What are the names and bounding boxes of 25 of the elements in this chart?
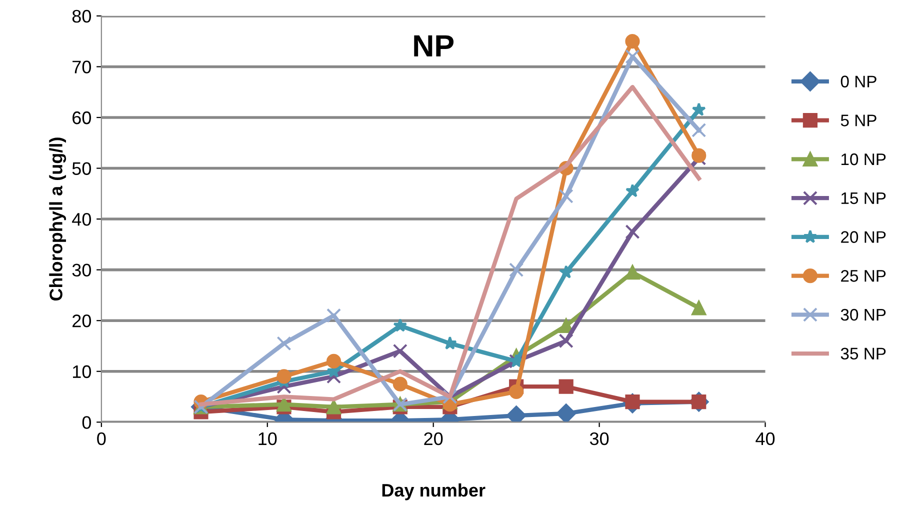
x-tick-label: 20 [424,432,443,446]
y-axis-title: Chlorophyll a (ug/l) [49,138,66,301]
legend-label: 15 NP [841,192,886,204]
y-tick-label: 80 [72,10,91,23]
y-tick-label: 30 [72,264,91,277]
y-tick-label: 50 [72,162,91,175]
x-tick-label: 40 [756,432,775,446]
legend-label: 25 NP [841,270,886,282]
legend-label: 35 NP [840,348,886,360]
y-tick-label: 60 [72,111,91,124]
y-tick-label: 20 [72,314,91,328]
legend-label: 30 NP [840,308,886,321]
legend-label: 0 NP [840,76,876,88]
y-tick-label: 70 [72,60,91,74]
x-tick-label: 10 [258,432,277,446]
x-tick-label: 0 [97,432,106,446]
x-axis-title: Day number [382,483,486,500]
chart-title: NP [414,35,454,56]
y-tick-label: 10 [72,365,91,378]
y-tick-label: 40 [72,212,91,226]
legend-label: 10 NP [841,153,886,166]
x-tick-label: 30 [590,432,609,446]
y-tick-label: 0 [82,416,91,429]
legend-label: 20 NP [841,231,886,243]
legend-label: 5 NP [840,114,876,126]
